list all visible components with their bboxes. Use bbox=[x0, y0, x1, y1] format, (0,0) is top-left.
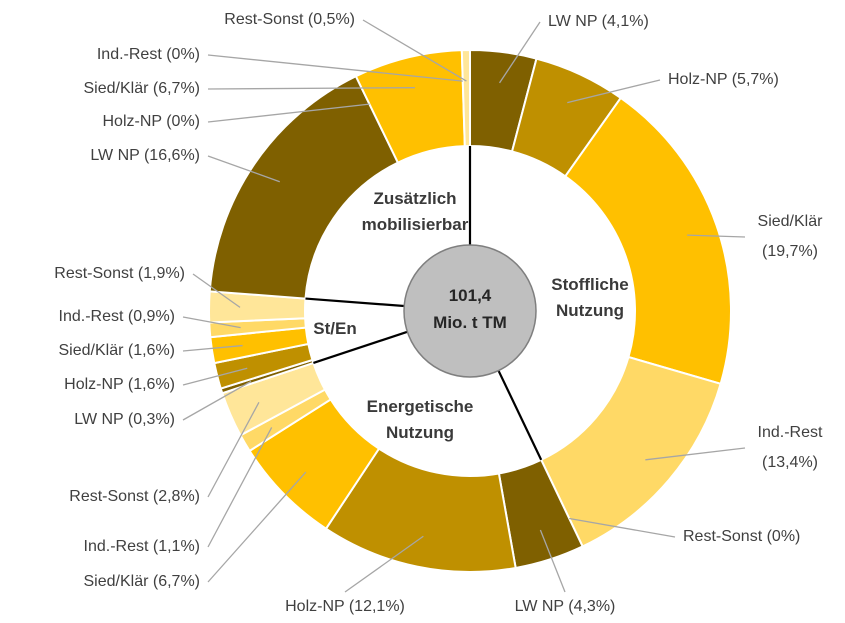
donut-segment bbox=[208, 74, 400, 300]
data-label: LW NP (4,1%) bbox=[548, 13, 649, 30]
leader-line bbox=[182, 380, 252, 421]
group-label-line: Stoffliche bbox=[551, 275, 628, 294]
group-label-line: Nutzung bbox=[556, 301, 624, 320]
data-label: Rest-Sonst (0,5%) bbox=[224, 11, 355, 28]
leader-line bbox=[192, 273, 241, 308]
data-label-line: Rest-Sonst (0,5%) bbox=[224, 11, 355, 28]
data-label: Holz-NP (12,1%) bbox=[285, 598, 405, 615]
data-label-line: Rest-Sonst (0%) bbox=[683, 528, 800, 545]
leader-line bbox=[207, 54, 463, 82]
leader-line bbox=[645, 447, 746, 461]
data-label: Holz-NP (0%) bbox=[103, 113, 201, 130]
group-label-line: Nutzung bbox=[386, 423, 454, 442]
group-label-line: Zusätzlich bbox=[373, 189, 456, 208]
data-label-line: LW NP (4,3%) bbox=[515, 598, 616, 615]
leader-line bbox=[344, 535, 424, 593]
leader-line bbox=[362, 19, 467, 82]
data-label: Holz-NP (5,7%) bbox=[668, 71, 779, 88]
group-label: Energetische Nutzung bbox=[367, 397, 474, 442]
group-label-line: St/En bbox=[313, 319, 356, 338]
data-label-line: Ind.-Rest (0%) bbox=[97, 46, 200, 63]
center-circle bbox=[403, 244, 537, 378]
data-label: LW NP (4,3%) bbox=[515, 598, 616, 615]
data-label-line: Ind.-Rest (0,9%) bbox=[59, 308, 175, 325]
data-label: Rest-Sonst (0%) bbox=[683, 528, 800, 545]
group-label: Zusätzlich mobilisierbar bbox=[362, 189, 469, 234]
leader-line bbox=[499, 21, 541, 84]
data-label: Rest-Sonst (2,8%) bbox=[69, 488, 200, 505]
data-label-line: LW NP (16,6%) bbox=[90, 147, 200, 164]
leader-line bbox=[207, 471, 307, 583]
leader-line bbox=[182, 344, 243, 352]
data-label-line: Holz-NP (0%) bbox=[103, 113, 201, 130]
data-label: Ind.-Rest (1,1%) bbox=[84, 538, 200, 555]
leader-line bbox=[182, 316, 241, 329]
donut-segment bbox=[563, 96, 732, 386]
data-label-line: Holz-NP (5,7%) bbox=[668, 71, 779, 88]
leader-line bbox=[207, 402, 260, 498]
leader-line bbox=[567, 79, 661, 104]
group-divider bbox=[497, 370, 543, 461]
center-label-line: 101,4 bbox=[449, 286, 492, 305]
leader-line bbox=[569, 517, 676, 538]
leaders bbox=[182, 19, 746, 593]
leader-line bbox=[687, 234, 746, 238]
data-label-line: (19,7%) bbox=[762, 243, 818, 260]
data-label: Holz-NP (1,6%) bbox=[64, 376, 175, 393]
leader-line bbox=[182, 367, 248, 386]
center-label-line: Mio. t TM bbox=[433, 313, 507, 332]
data-label-line: Sied/Klär bbox=[758, 213, 824, 230]
data-label-line: LW NP (0,3%) bbox=[74, 411, 175, 428]
data-label: Sied/Klär (19,7%) bbox=[758, 213, 824, 260]
data-label-line: Holz-NP (12,1%) bbox=[285, 598, 405, 615]
group-divider bbox=[305, 297, 405, 308]
center-label: 101,4 Mio. t TM bbox=[433, 286, 507, 332]
data-label-line: Ind.-Rest (1,1%) bbox=[84, 538, 200, 555]
data-label-line: Rest-Sonst (2,8%) bbox=[69, 488, 200, 505]
group-label: St/En bbox=[313, 319, 356, 338]
data-label-line: Rest-Sonst (1,9%) bbox=[54, 265, 185, 282]
group-label: Stoffliche Nutzung bbox=[551, 275, 628, 320]
data-label-line: Sied/Klär (6,7%) bbox=[84, 573, 201, 590]
leader-line bbox=[539, 529, 566, 593]
data-label-line: Holz-NP (1,6%) bbox=[64, 376, 175, 393]
data-label: LW NP (0,3%) bbox=[74, 411, 175, 428]
leader-line bbox=[207, 103, 370, 123]
leader-line bbox=[207, 427, 273, 548]
data-label-line: Sied/Klär (1,6%) bbox=[59, 342, 176, 359]
data-label: LW NP (16,6%) bbox=[90, 147, 200, 164]
data-label: Rest-Sonst (1,9%) bbox=[54, 265, 185, 282]
group-label-line: Energetische bbox=[367, 397, 474, 416]
leader-line bbox=[207, 87, 415, 90]
data-label-line: (13,4%) bbox=[762, 454, 818, 471]
data-label: Ind.-Rest (13,4%) bbox=[758, 424, 823, 471]
data-label: Ind.-Rest (0,9%) bbox=[59, 308, 175, 325]
group-label-line: mobilisierbar bbox=[362, 215, 469, 234]
leader-line bbox=[207, 155, 280, 183]
data-label-line: Ind.-Rest bbox=[758, 424, 823, 441]
data-label-line: LW NP (4,1%) bbox=[548, 13, 649, 30]
data-label-line: Sied/Klär (6,7%) bbox=[84, 80, 201, 97]
data-label: Sied/Klär (6,7%) bbox=[84, 80, 201, 97]
data-label: Sied/Klär (6,7%) bbox=[84, 573, 201, 590]
data-label: Sied/Klär (1,6%) bbox=[59, 342, 176, 359]
group-divider bbox=[313, 330, 408, 365]
data-label: Ind.-Rest (0%) bbox=[97, 46, 200, 63]
